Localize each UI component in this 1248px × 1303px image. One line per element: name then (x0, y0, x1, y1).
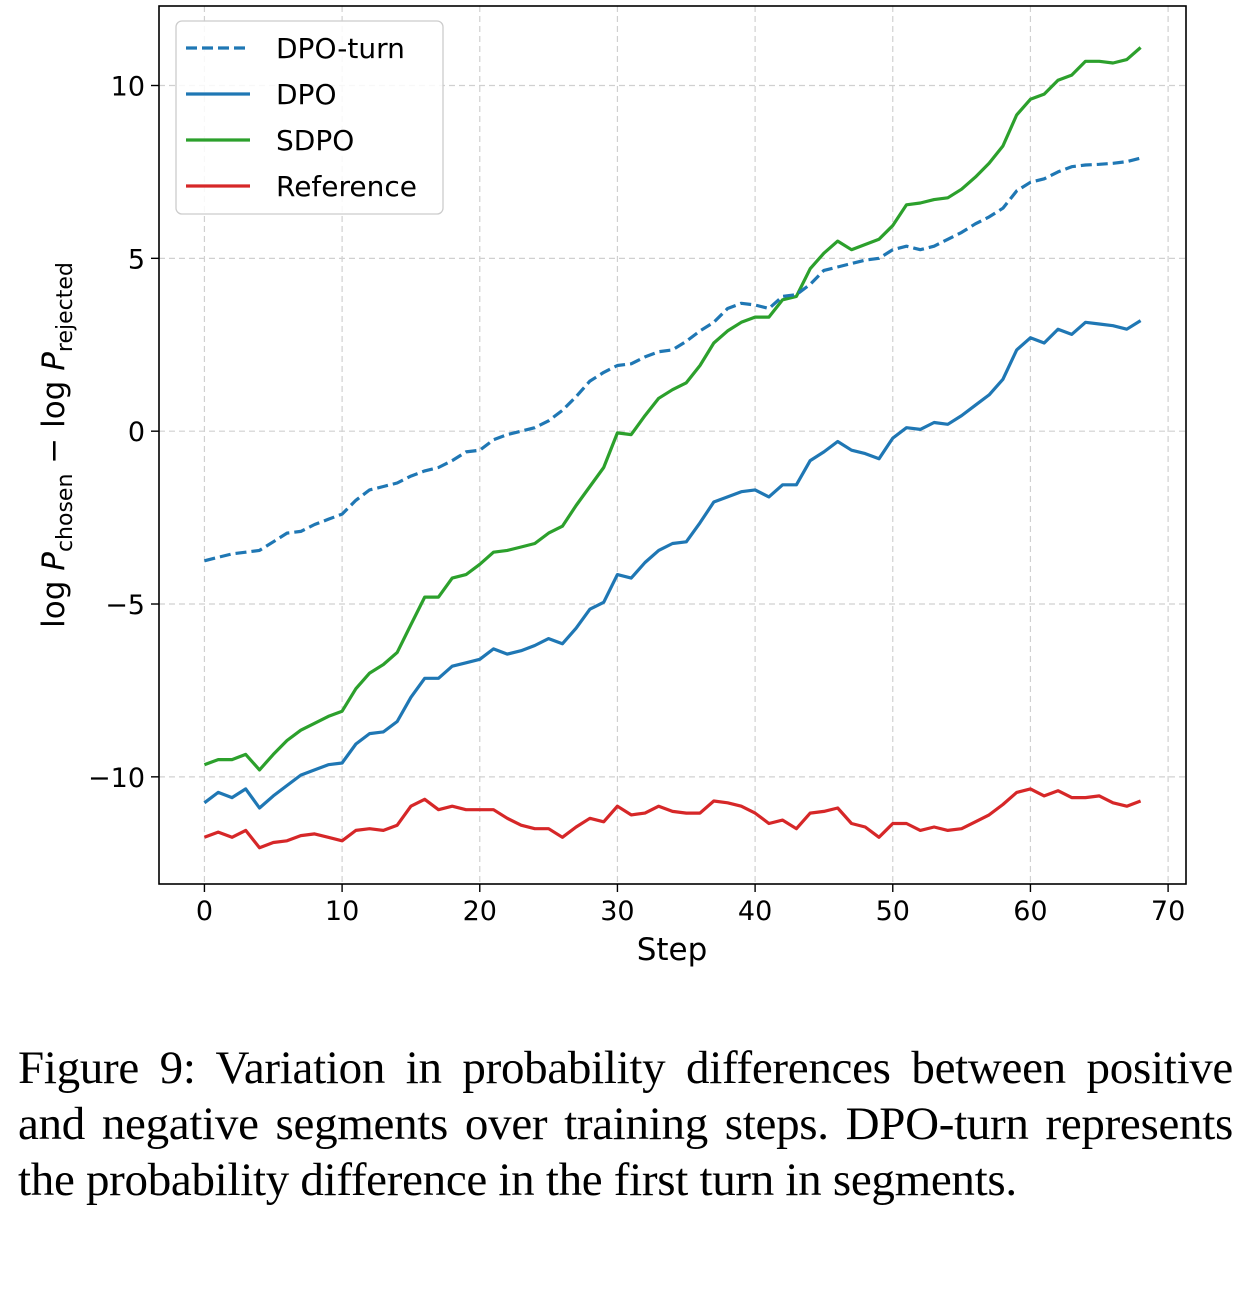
y-tick-label: 0 (128, 417, 145, 448)
series-line-dpo-turn (204, 156, 1141, 563)
series-line-dpo (203, 319, 1142, 810)
legend-label-reference: Reference (276, 170, 417, 203)
y-axis-ticks: −10 −5 0 5 10 (88, 72, 159, 794)
y-label-mid: − log (36, 371, 72, 474)
legend-label-dpo-turn: DPO-turn (276, 32, 405, 65)
y-axis-label: log Pchosen − log Prejected (36, 262, 78, 628)
legend: DPO-turn DPO SDPO Reference (175, 20, 444, 215)
y-tick-label: −5 (105, 590, 145, 621)
y-label-sub2: rejected (53, 262, 78, 352)
series-line-sdpo (203, 46, 1142, 772)
x-tick-label: 70 (1151, 896, 1185, 927)
x-axis-label: Step (637, 932, 708, 968)
x-tick-label: 0 (196, 896, 213, 927)
y-tick-label: 10 (111, 72, 145, 103)
x-axis-ticks: 0 10 20 30 40 50 60 70 (196, 884, 1185, 927)
legend-label-sdpo: SDPO (276, 124, 354, 157)
grid-lines (159, 6, 1186, 884)
y-label-p1: P (36, 552, 72, 571)
legend-label-dpo: DPO (276, 78, 336, 111)
y-tick-label: 5 (128, 244, 145, 275)
y-tick-label: −10 (88, 763, 145, 794)
x-tick-label: 20 (463, 896, 497, 927)
series-line-reference (203, 787, 1142, 850)
x-tick-label: 50 (876, 896, 910, 927)
series-layer (203, 46, 1142, 850)
x-tick-label: 30 (600, 896, 634, 927)
y-label-sub1: chosen (53, 474, 78, 552)
legend-box (175, 20, 444, 215)
y-label-p2: P (36, 352, 72, 371)
plot-frame (158, 5, 1187, 885)
x-tick-label: 60 (1013, 896, 1047, 927)
y-label-log1: log (36, 571, 72, 628)
x-tick-label: 10 (325, 896, 359, 927)
line-chart: 0 10 20 30 40 50 60 70 −10 −5 0 5 10 Step log Pchos… (36, 5, 1187, 968)
x-tick-label: 40 (738, 896, 772, 927)
figure-caption: Figure 9: Variation in probability diffe… (18, 1042, 1233, 1206)
